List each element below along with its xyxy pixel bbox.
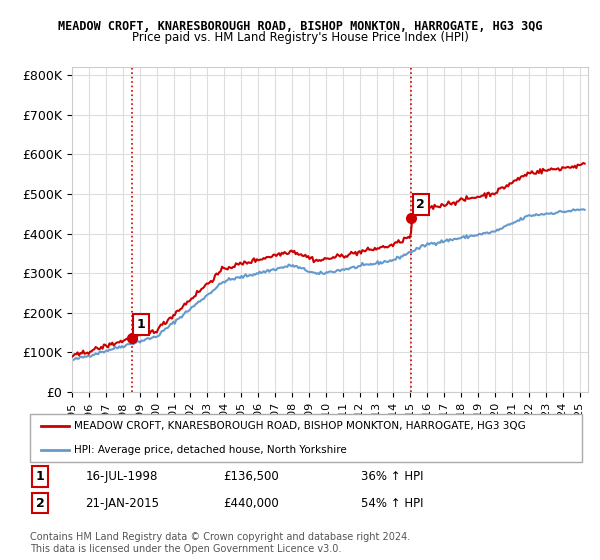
Text: HPI: Average price, detached house, North Yorkshire: HPI: Average price, detached house, Nort…: [74, 445, 347, 455]
Text: £440,000: £440,000: [223, 497, 279, 510]
Text: MEADOW CROFT, KNARESBOROUGH ROAD, BISHOP MONKTON, HARROGATE, HG3 3QG: MEADOW CROFT, KNARESBOROUGH ROAD, BISHOP…: [74, 421, 526, 431]
Text: 16-JUL-1998: 16-JUL-1998: [85, 470, 158, 483]
Text: 2: 2: [35, 497, 44, 510]
FancyBboxPatch shape: [30, 414, 582, 462]
Text: Price paid vs. HM Land Registry's House Price Index (HPI): Price paid vs. HM Land Registry's House …: [131, 31, 469, 44]
Text: 1: 1: [137, 318, 146, 331]
Text: Contains HM Land Registry data © Crown copyright and database right 2024.
This d: Contains HM Land Registry data © Crown c…: [30, 532, 410, 554]
Text: £136,500: £136,500: [223, 470, 279, 483]
Text: 1: 1: [35, 470, 44, 483]
Text: 54% ↑ HPI: 54% ↑ HPI: [361, 497, 424, 510]
Text: 21-JAN-2015: 21-JAN-2015: [85, 497, 159, 510]
Text: 2: 2: [416, 198, 425, 211]
Text: 36% ↑ HPI: 36% ↑ HPI: [361, 470, 424, 483]
Text: MEADOW CROFT, KNARESBOROUGH ROAD, BISHOP MONKTON, HARROGATE, HG3 3QG: MEADOW CROFT, KNARESBOROUGH ROAD, BISHOP…: [58, 20, 542, 32]
